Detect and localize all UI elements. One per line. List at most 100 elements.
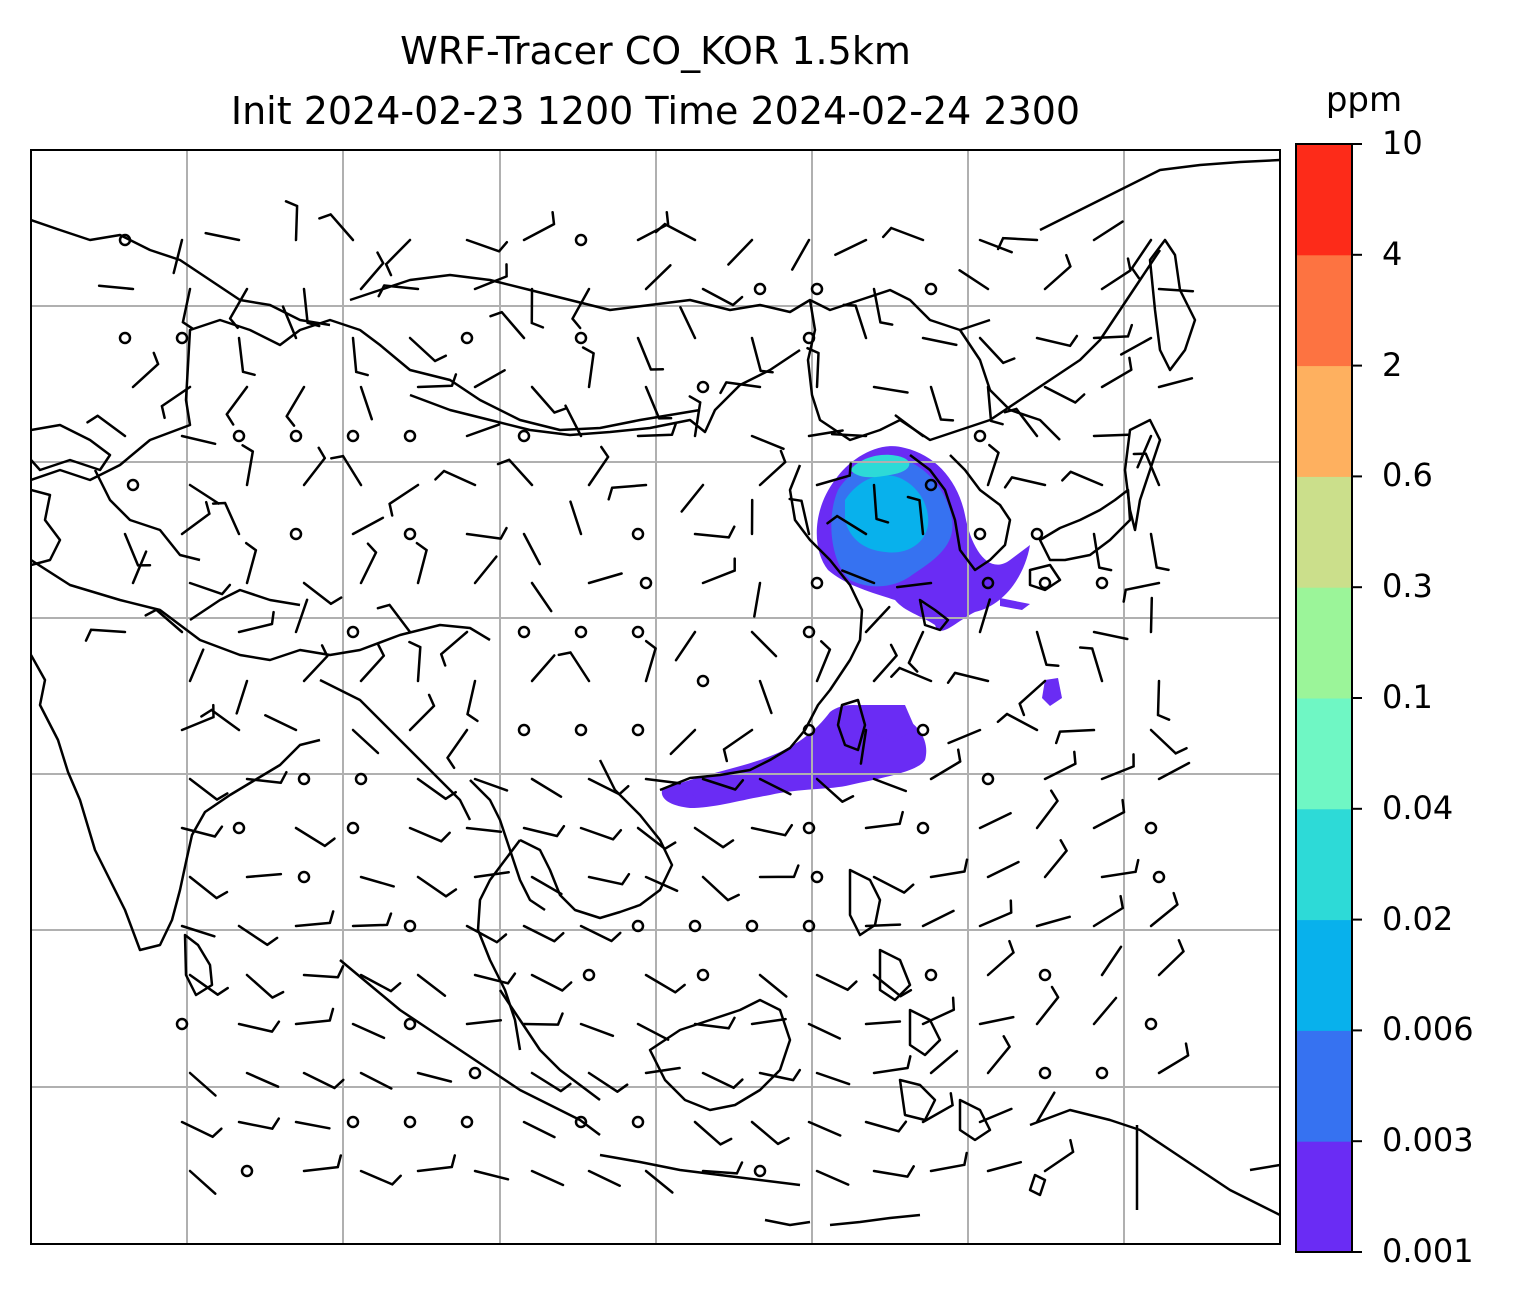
wind-barb	[86, 414, 127, 438]
wind-barb	[722, 728, 754, 763]
calm-wind-marker	[118, 331, 132, 345]
wind-barb	[758, 777, 792, 796]
wind-barb	[872, 973, 913, 998]
calm-wind-marker	[354, 772, 368, 786]
wind-barb	[1003, 476, 1047, 489]
colorbar-segment	[1296, 808, 1352, 921]
wind-barb	[872, 875, 915, 894]
wind-barb	[1035, 334, 1079, 348]
wind-barb	[1003, 407, 1039, 438]
wind-barb	[674, 630, 697, 662]
wind-barb	[644, 639, 657, 683]
wind-barb	[815, 777, 855, 803]
wind-barb	[318, 213, 355, 242]
wind-barb	[1100, 753, 1135, 781]
wind-barb	[830, 432, 868, 438]
wind-barb	[284, 200, 299, 242]
wind-barb	[587, 777, 630, 796]
wind-barb	[680, 483, 705, 513]
wind-barb	[693, 525, 736, 539]
wind-barb	[1035, 985, 1060, 1026]
wind-barb	[172, 238, 184, 275]
calm-wind-marker	[924, 282, 938, 296]
calm-wind-marker	[574, 723, 588, 737]
wind-barb	[581, 346, 595, 389]
wind-barb	[473, 972, 517, 985]
wind-barb	[946, 671, 990, 684]
wind-barb	[416, 1071, 453, 1083]
wind-barb	[841, 569, 876, 585]
calm-wind-marker	[582, 968, 596, 982]
wind-barb	[465, 826, 503, 834]
wind-barb	[859, 728, 868, 765]
wind-barb	[644, 875, 679, 893]
wind-barb	[97, 284, 135, 291]
calm-wind-marker	[802, 821, 816, 835]
wind-barb	[522, 1120, 556, 1139]
wind-barb	[1130, 238, 1153, 280]
wind-barb	[693, 1016, 736, 1030]
wind-barb	[1092, 894, 1125, 928]
wind-barb	[921, 909, 955, 928]
wind-barb	[188, 777, 229, 801]
colorbar-segment	[1296, 254, 1352, 367]
wind-barb	[144, 608, 184, 634]
wind-barb	[530, 385, 567, 414]
wind-barb	[750, 434, 785, 451]
wind-barb	[408, 336, 448, 363]
wind-barb	[1122, 581, 1161, 603]
wind-barb	[302, 1154, 343, 1173]
wind-barb	[587, 1169, 621, 1187]
calm-wind-marker	[696, 674, 710, 688]
wind-barb	[408, 693, 436, 732]
wind-barb	[571, 287, 591, 330]
wind-barb	[359, 643, 386, 683]
colorbar-tick-label: 0.1	[1382, 678, 1433, 716]
wind-barb	[302, 1071, 345, 1090]
wind-barb	[557, 651, 591, 683]
wind-barb	[188, 483, 220, 505]
colorbar-segment	[1296, 1030, 1352, 1142]
wind-barb	[384, 238, 412, 277]
wind-barb	[750, 336, 774, 374]
wind-barb	[1092, 323, 1134, 340]
wind-barb	[415, 541, 428, 585]
wind-barb	[1149, 891, 1179, 928]
wind-barb	[466, 679, 479, 723]
wind-barb	[978, 811, 1012, 830]
wind-barb	[727, 238, 754, 266]
colorbar-tick-label: 0.02	[1382, 899, 1454, 938]
wind-barb	[587, 572, 623, 585]
wind-barb	[644, 385, 673, 420]
calm-wind-marker	[1095, 576, 1109, 590]
calm-wind-marker	[631, 919, 645, 933]
wind-barb	[693, 1120, 733, 1146]
wind-barb	[750, 630, 778, 658]
wind-barb	[1018, 679, 1047, 717]
wind-barb	[864, 923, 902, 928]
wind-barb	[1092, 220, 1124, 242]
wind-barb	[579, 1022, 615, 1038]
wind-barb	[1157, 761, 1191, 781]
calm-wind-marker	[696, 380, 710, 394]
wind-barb	[978, 598, 992, 634]
wind-barb	[644, 777, 681, 785]
wind-barb	[788, 497, 811, 536]
wind-barb	[180, 1120, 223, 1139]
wind-barb	[530, 287, 545, 329]
calm-wind-marker	[1038, 576, 1052, 590]
colorbar-tick-label: 4	[1382, 234, 1403, 273]
calm-wind-marker	[126, 478, 140, 492]
wind-barb	[245, 872, 283, 879]
wind-barb	[237, 336, 256, 377]
wind-barb	[758, 864, 800, 879]
wind-barb	[465, 423, 501, 438]
calm-wind-marker	[460, 1115, 474, 1129]
wind-barb	[644, 1066, 681, 1075]
tracer-plume-korea	[816, 446, 1062, 706]
calm-wind-marker	[753, 282, 767, 296]
calm-wind-marker	[289, 527, 303, 541]
calm-wind-marker	[574, 1115, 588, 1129]
wind-barb	[996, 236, 1039, 251]
